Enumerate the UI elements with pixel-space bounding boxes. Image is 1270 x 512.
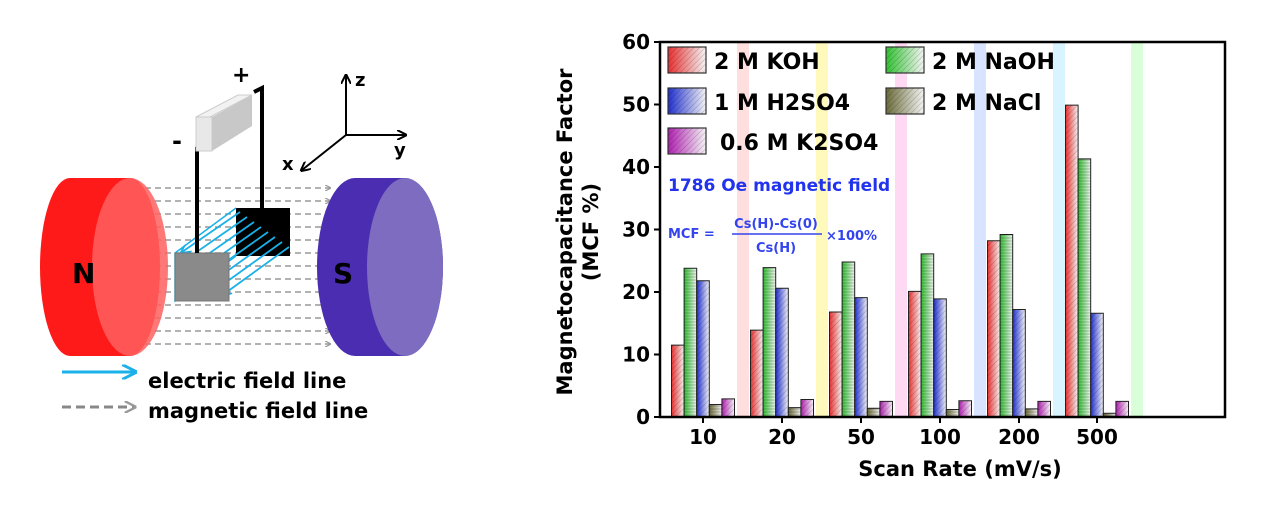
legend-label: 2 M NaOH (932, 50, 1055, 75)
x-axis-label: x (282, 154, 294, 175)
bar-hatch (684, 268, 697, 417)
background-band (816, 42, 828, 417)
electric-field-line (182, 211, 241, 252)
y-tick-label: 20 (622, 280, 650, 304)
bar-hatch (1000, 234, 1013, 417)
background-band (974, 42, 986, 417)
legend-label: 1 M H2SO4 (714, 91, 850, 116)
y-tick-label: 40 (622, 155, 650, 179)
bar-hatch (958, 400, 972, 417)
bar-hatch (709, 404, 722, 417)
y-axis-title-line2: (MCF %) (579, 183, 603, 281)
bar-hatch (696, 280, 710, 417)
electric-field-line (224, 246, 290, 294)
magnetic-field-diagram: N S + - z y x (40, 63, 443, 423)
plus-label: + (232, 63, 250, 88)
y-axis-label: y (394, 140, 406, 161)
bars (671, 104, 1130, 418)
background-bands (737, 42, 1143, 417)
front-electrode (174, 252, 230, 302)
background-band (737, 42, 749, 417)
bar-hatch (842, 262, 855, 417)
bar-hatch (800, 399, 814, 417)
bar-hatch (763, 267, 776, 417)
formula-factor: ×100% (826, 229, 877, 244)
y-tick-label: 60 (622, 30, 650, 54)
positive-wire (253, 84, 264, 210)
legend-label: 2 M KOH (714, 50, 820, 75)
minus-label: - (172, 127, 182, 155)
bar-hatch (671, 345, 685, 417)
formula-numerator: Cs(H)-Cs(0) (734, 217, 818, 232)
x-axis: 10 20 50 100 200 500 (689, 417, 1118, 449)
bar-hatch (908, 291, 922, 417)
bar-hatch (1078, 158, 1091, 417)
legend-label: 2 M NaCl (932, 91, 1041, 116)
bar-hatch (775, 288, 789, 417)
y-tick-label: 30 (622, 218, 650, 242)
coordinate-axes: z y x (282, 70, 406, 175)
bar-hatch (1037, 401, 1051, 417)
formula-lhs: MCF = (668, 227, 715, 242)
north-magnet: N (40, 178, 168, 356)
y-axis: 0 10 20 30 40 50 60 (622, 30, 660, 429)
background-band (1131, 42, 1143, 417)
background-band (1053, 42, 1065, 417)
z-axis-label: z (355, 70, 365, 91)
bar-hatch (854, 297, 868, 417)
magnetic-field-legend: magnetic field line (148, 399, 368, 423)
south-label: S (333, 257, 353, 290)
bar-hatch (788, 407, 801, 417)
x-tick-label: 500 (1076, 425, 1118, 449)
y-axis-title-line1: Magnetocapacitance Factor (553, 68, 577, 396)
y-tick-label: 0 (636, 405, 650, 429)
y-tick-label: 10 (622, 343, 650, 367)
bar-hatch (1025, 408, 1038, 417)
x-tick-label: 20 (768, 425, 796, 449)
south-magnet: S (317, 178, 443, 356)
electric-field-legend: electric field line (148, 369, 346, 393)
formula-denominator: Cs(H) (756, 241, 796, 256)
power-source (195, 94, 253, 152)
bar-hatch (987, 240, 1001, 417)
bar-hatch (750, 330, 764, 417)
bar-hatch (1115, 401, 1129, 417)
field-annotation: 1786 Oe magnetic field (668, 176, 890, 196)
x-tick-label: 10 (689, 425, 717, 449)
x-tick-label: 50 (847, 425, 875, 449)
x-axis-title: Scan Rate (mV/s) (858, 457, 1061, 481)
bar-hatch (921, 253, 934, 417)
bar-chart: 0 10 20 30 40 50 60 10 20 50 100 200 500 Scan Rate … (553, 30, 1227, 481)
mcf-formula: MCF = Cs(H)-Cs(0) Cs(H) ×100% (668, 217, 877, 256)
bar-hatch (1012, 309, 1026, 417)
bar-hatch (721, 398, 735, 417)
y-tick-label: 50 (622, 93, 650, 117)
bar-hatch (1090, 313, 1104, 417)
x-tick-label: 100 (919, 425, 961, 449)
bar-hatch (1065, 105, 1079, 417)
bar-hatch (1103, 413, 1116, 417)
north-label: N (72, 257, 95, 290)
bar-hatch (933, 298, 947, 417)
legend-label: 0.6 M K2SO4 (720, 131, 878, 156)
legend: 2 M KOH 2 M NaOH 1 M H2SO4 2 M NaCl 0.6 M K2… (667, 46, 1055, 156)
bar-hatch (879, 401, 893, 417)
x-tick-label: 200 (998, 425, 1040, 449)
bar-hatch (946, 409, 959, 417)
background-band (895, 42, 907, 417)
bar-hatch (867, 408, 880, 417)
bar-hatch (829, 312, 843, 417)
